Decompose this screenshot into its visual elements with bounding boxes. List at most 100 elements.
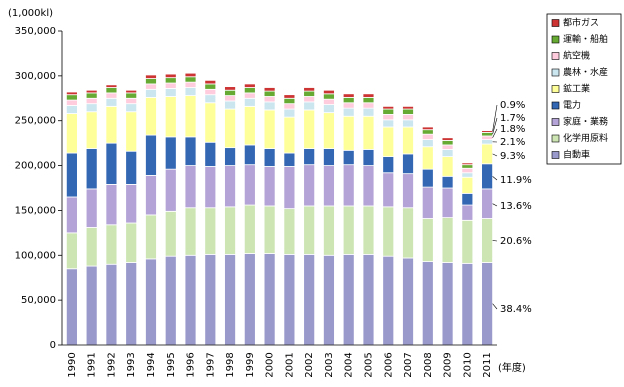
leader-line (492, 203, 498, 207)
bar-segment (263, 90, 276, 97)
bar-segment (224, 147, 236, 166)
bar-segment (105, 263, 118, 346)
bar-segment (421, 129, 434, 135)
x-tick-label: 2002 (304, 352, 315, 377)
bar-segment (105, 105, 118, 144)
legend-swatch (551, 85, 560, 93)
x-tick-label: 1993 (126, 352, 137, 377)
bar-segment (323, 254, 335, 346)
bar-segment (402, 114, 414, 121)
bar-segment (85, 103, 98, 113)
x-tick-label: 1997 (205, 352, 216, 377)
bar-segment (283, 116, 296, 154)
legend-swatch (551, 101, 560, 110)
bar-segment (441, 140, 454, 146)
y-tick-label: 0 (50, 340, 56, 351)
x-tick-label: 2009 (443, 352, 454, 377)
bar-segment (125, 92, 138, 99)
bar-segment (342, 149, 355, 166)
bar-segment (303, 90, 316, 97)
bar-segment (402, 119, 414, 128)
bar-segment (362, 115, 375, 150)
bar-segment (441, 144, 454, 150)
bar-segment (243, 92, 256, 99)
bar-segment (303, 148, 316, 166)
y-tick-label: 200,000 (15, 161, 56, 172)
bar-segment (224, 206, 236, 255)
bar-segment (125, 97, 138, 105)
x-tick-label: 1998 (225, 352, 236, 377)
bar-segment (204, 79, 217, 85)
bar-segment (164, 136, 177, 170)
bar-segment (105, 224, 118, 265)
bar-segment (402, 257, 414, 346)
share-label: 9.3% (500, 151, 525, 162)
x-tick-label: 2003 (324, 352, 335, 377)
bar-segment (323, 205, 335, 256)
bar-segment (323, 165, 335, 207)
bar-segment (303, 164, 316, 207)
bar-segment (461, 162, 474, 166)
share-label: 13.6% (500, 201, 532, 212)
bar-segment (362, 96, 375, 104)
bar-segment (461, 172, 474, 178)
bar-segment (283, 97, 296, 105)
bar-segment (204, 102, 217, 143)
bar-segment (342, 205, 355, 255)
bar-segment (481, 130, 494, 133)
bar-segment (204, 94, 217, 104)
bar-segment (362, 149, 375, 166)
legend-swatch (551, 118, 560, 126)
bar-segment (224, 108, 236, 149)
bar-segment (85, 97, 98, 105)
bar-segment (481, 131, 494, 137)
bar-segment (421, 133, 434, 140)
bar-segment (303, 101, 316, 111)
bar-segment (164, 73, 177, 79)
bar-segment (184, 81, 197, 88)
bar-segment (65, 268, 78, 346)
share-label: 2.1% (500, 137, 525, 148)
bar-segment (85, 111, 98, 149)
y-tick-label: 350,000 (15, 26, 56, 37)
bar-segment (184, 254, 197, 346)
x-tick-label: 2005 (363, 352, 374, 377)
bar-segment (145, 88, 157, 98)
bar-segment (184, 207, 197, 256)
bar-segment (382, 255, 395, 346)
bar-segment (421, 139, 434, 148)
bar-segment (184, 165, 197, 209)
bar-segment (243, 105, 256, 146)
bar-segment (342, 115, 355, 151)
bar-segment (184, 72, 197, 78)
bar-segment (125, 222, 138, 263)
x-axis-label: (年度) (498, 361, 526, 374)
bar-segment (263, 101, 276, 111)
bar-segment (145, 78, 157, 85)
bar-segment (263, 87, 276, 92)
legend-label: 化学用原料 (563, 132, 608, 144)
bar-segment (164, 96, 177, 138)
bar-segment (85, 148, 98, 190)
x-tick-label: 1994 (146, 352, 157, 377)
bar-segment (362, 102, 375, 109)
x-tick-label: 2001 (284, 352, 295, 377)
bar-segment (461, 176, 474, 194)
bar-segment (184, 87, 197, 96)
bar-segment (164, 88, 177, 97)
x-tick-label: 2004 (344, 352, 355, 377)
bar-segment (441, 175, 454, 189)
bar-segment (224, 100, 236, 110)
bar-segment (145, 175, 157, 216)
bar-segment (65, 99, 78, 106)
bar-segment (263, 96, 276, 103)
bar-segment (421, 146, 434, 170)
bar-segment (184, 95, 197, 138)
leader-line (492, 240, 498, 242)
share-label: 1.8% (500, 124, 525, 135)
legend-label: 鉱工業 (563, 83, 590, 95)
legend-swatch (551, 151, 560, 159)
bar-segment (145, 258, 157, 346)
bar-segment (461, 262, 474, 346)
